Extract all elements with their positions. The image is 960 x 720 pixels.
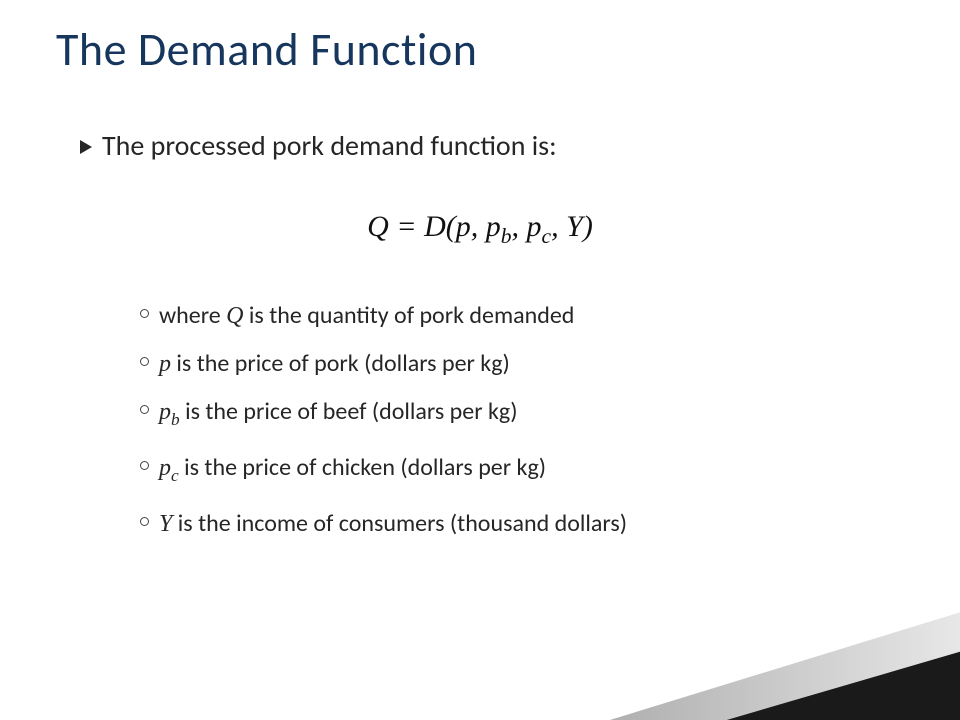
sub-bullet-text: pb is the price of beef (dollars per kg) [159,394,518,438]
sub-bullet-item: where Q is the quantity of pork demanded [140,298,627,334]
equation-mid1: , p [512,210,542,243]
sub-bullet-text: p is the price of pork (dollars per kg) [159,346,510,382]
body-bullet-1: The processed pork demand function is: [80,128,557,163]
sub-bullet-item: p is the price of pork (dollars per kg) [140,346,627,382]
sub-bullet-text: pc is the price of chicken (dollars per … [159,450,546,494]
ring-bullet-icon [140,517,149,526]
equation-end: , Y) [551,210,593,243]
equation-fn: D(p, p [424,210,501,243]
sub-bullet-item: Y is the income of consumers (thousand d… [140,506,627,542]
equation-sub-b: b [501,224,512,248]
ring-bullet-icon [140,309,149,318]
equation-sub-c: c [542,224,552,248]
sub-bullet-list: where Q is the quantity of pork demanded… [140,298,627,554]
equation: Q = D(p, pb, pc, Y) [0,210,960,249]
equation-eq: = [389,210,424,243]
triangle-bullet-icon [80,140,92,154]
ring-bullet-icon [140,461,149,470]
sub-bullet-item: pb is the price of beef (dollars per kg) [140,394,627,438]
ring-bullet-icon [140,405,149,414]
sub-bullet-text: Y is the income of consumers (thousand d… [159,506,627,542]
equation-lhs: Q [367,210,389,243]
corner-decoration [480,580,960,720]
sub-bullet-text: where Q is the quantity of pork demanded [159,298,574,334]
sub-bullet-item: pc is the price of chicken (dollars per … [140,450,627,494]
slide-title: The Demand Function [56,22,477,78]
slide: The Demand Function The processed pork d… [0,0,960,720]
body-bullet-1-text: The processed pork demand function is: [102,128,557,163]
ring-bullet-icon [140,357,149,366]
